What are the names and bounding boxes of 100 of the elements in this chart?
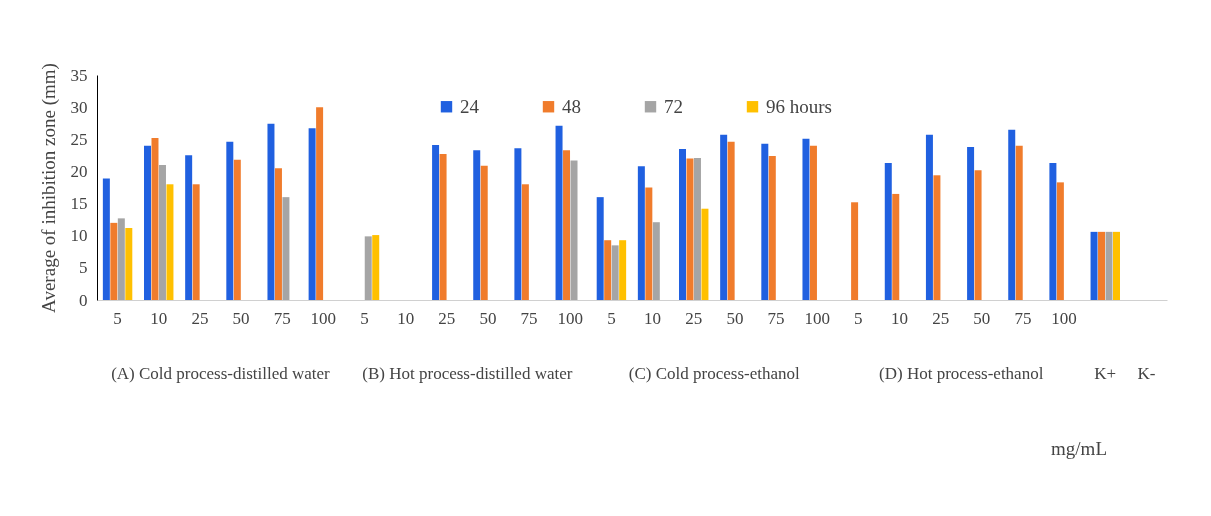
- x-tick-label: 100: [310, 308, 337, 328]
- bar: [144, 145, 152, 300]
- text: K-: [1137, 364, 1156, 383]
- legend-label: 24: [460, 95, 480, 117]
- y-tick-label: 25: [70, 129, 88, 149]
- bar: [1008, 129, 1016, 300]
- bar: [851, 202, 859, 300]
- bar: [514, 148, 522, 300]
- bar: [611, 245, 619, 300]
- bar: [933, 175, 941, 300]
- bar: [439, 154, 447, 300]
- text: (C) Cold process-ethanol: [628, 364, 801, 383]
- bar: [967, 147, 975, 300]
- bar: [432, 145, 440, 300]
- x-tick-label: 50: [479, 308, 497, 328]
- bar: [570, 160, 578, 300]
- x-tick-label: 25: [191, 308, 209, 328]
- legend-label: 96 hours: [766, 95, 832, 117]
- bar: [761, 143, 769, 300]
- x-tick-label: 75: [273, 308, 291, 328]
- bar: [226, 141, 234, 300]
- x-tick-label: 100: [1051, 308, 1077, 328]
- x-tick-label: 75: [1014, 308, 1032, 328]
- y-tick-label: 15: [70, 194, 88, 214]
- bar: [727, 141, 735, 300]
- bar: [1056, 182, 1064, 300]
- bar: [604, 240, 612, 300]
- bar: [364, 236, 372, 300]
- x-tick-label: 25: [685, 308, 703, 328]
- y-tick-label: 20: [70, 161, 88, 181]
- x-tick-label: 100: [804, 308, 830, 328]
- bar: [619, 240, 627, 300]
- bar: [473, 150, 481, 300]
- legend-label: 48: [562, 95, 581, 117]
- bar: [185, 155, 193, 300]
- bar: [1105, 231, 1113, 300]
- bar: [686, 158, 694, 300]
- x-tick-label: 10: [150, 308, 168, 328]
- bar: [158, 165, 166, 300]
- text: mg/mL: [1051, 438, 1107, 459]
- bar: [768, 156, 776, 300]
- x-tick-label: 75: [520, 308, 538, 328]
- bar: [1090, 231, 1098, 300]
- bar: [720, 134, 728, 300]
- bar: [110, 222, 118, 300]
- bar: [555, 125, 563, 300]
- bar: [701, 208, 709, 300]
- x-tick-label: 50: [726, 308, 744, 328]
- bar: [233, 159, 241, 300]
- x-tick-label: 5: [607, 308, 616, 328]
- bar: [679, 148, 687, 300]
- y-tick-label: 35: [70, 65, 88, 85]
- text: (B) Hot process-distilled water: [362, 364, 573, 383]
- bar: [1112, 231, 1120, 300]
- bar: [1049, 163, 1057, 300]
- bar: [151, 138, 159, 300]
- bar: [372, 235, 380, 300]
- x-tick-label: 75: [767, 308, 785, 328]
- bar: [316, 107, 324, 300]
- bar: [480, 165, 488, 300]
- bar: [125, 228, 133, 300]
- bar: [1015, 145, 1023, 300]
- x-tick-label: 25: [932, 308, 950, 328]
- bar: [693, 157, 701, 300]
- bar: [637, 166, 645, 300]
- y-tick-label: 5: [79, 258, 88, 278]
- bar: [596, 197, 604, 300]
- x-tick-label: 10: [397, 308, 415, 328]
- y-axis-title: Average of inhibition zone (mm): [37, 63, 60, 313]
- bar: [282, 197, 290, 300]
- y-tick-label: 30: [70, 97, 88, 117]
- bar: [892, 193, 900, 300]
- bar: [925, 134, 933, 300]
- x-tick-label: 5: [854, 308, 863, 328]
- x-tick-label: 25: [438, 308, 456, 328]
- text: (D) Hot process-ethanol: [879, 364, 1044, 383]
- x-tick-label: 50: [232, 308, 250, 328]
- x-tick-label: 100: [557, 308, 584, 328]
- legend-label: 72: [664, 95, 683, 117]
- bar: [274, 168, 282, 300]
- bar: [802, 138, 810, 300]
- bar: [117, 218, 125, 300]
- x-tick-label: 5: [360, 308, 369, 328]
- x-tick-label: 50: [973, 308, 991, 328]
- x-tick-label: 10: [644, 308, 662, 328]
- y-tick-label: 0: [79, 290, 88, 310]
- bar: [884, 163, 892, 300]
- text: (A) Cold process-distilled water: [111, 364, 331, 383]
- bar: [521, 184, 529, 300]
- x-tick-label: 5: [113, 308, 122, 328]
- bar: [809, 145, 817, 300]
- text: K+: [1094, 364, 1117, 383]
- bar: [267, 123, 275, 300]
- bar: [308, 128, 316, 300]
- bar: [645, 187, 653, 300]
- bar: [1098, 231, 1106, 300]
- bar: [102, 178, 110, 300]
- bar: [192, 184, 200, 300]
- bar: [563, 150, 571, 300]
- bar: [166, 184, 174, 300]
